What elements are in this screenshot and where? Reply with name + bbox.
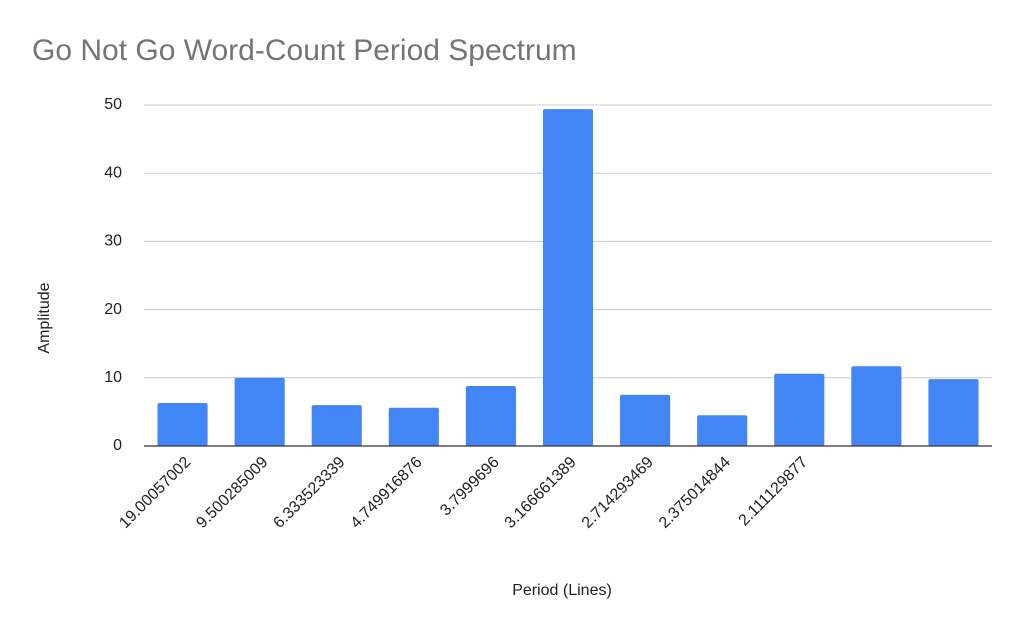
y-tick-label: 20 (104, 301, 122, 318)
bar (388, 407, 439, 446)
bar (234, 377, 285, 446)
x-tick-label: 2.111129877 (736, 454, 812, 530)
bar (851, 366, 902, 446)
y-axis-label: Amplitude (36, 282, 53, 353)
x-tick-label: 9.500285009 (193, 454, 271, 532)
x-tick-label: 4.749916876 (348, 454, 426, 532)
bar (697, 415, 748, 446)
bar (311, 405, 362, 446)
bar (774, 373, 825, 446)
bar (157, 403, 208, 446)
y-tick-label: 30 (104, 233, 122, 250)
bar (620, 394, 671, 446)
x-tick-label: 2.375014844 (656, 454, 734, 532)
x-tick-label: 3.7999696 (437, 454, 503, 520)
bar (928, 379, 979, 446)
y-tick-label: 0 (113, 437, 122, 454)
y-tick-label: 10 (104, 369, 122, 386)
x-tick-label: 3.166661389 (502, 454, 580, 532)
x-tick-label: 6.333523339 (270, 454, 348, 532)
x-axis-label: Period (Lines) (512, 582, 612, 599)
y-tick-label: 50 (104, 96, 122, 113)
bar (542, 109, 594, 446)
x-tick-label: 2.714293469 (579, 454, 657, 532)
x-tick-label: 19.00057002 (116, 454, 194, 532)
y-tick-label: 40 (104, 164, 122, 181)
chart-title: Go Not Go Word-Count Period Spectrum (32, 34, 577, 67)
bar (465, 385, 516, 446)
